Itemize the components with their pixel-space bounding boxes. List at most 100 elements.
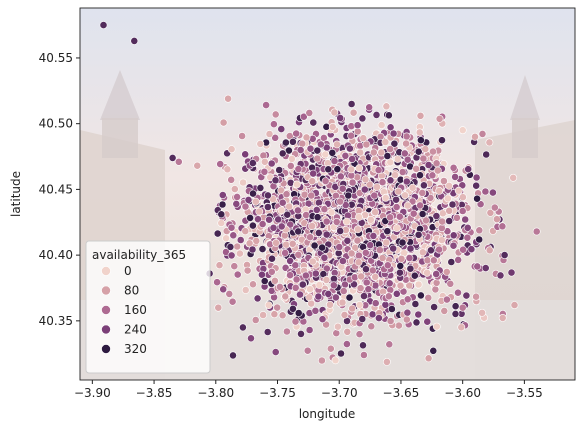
data-point <box>342 340 351 348</box>
data-point <box>348 304 357 313</box>
data-point <box>260 167 269 176</box>
data-point <box>405 281 414 290</box>
data-point <box>277 125 286 134</box>
data-point <box>246 213 254 222</box>
y-axis: 40.35 40.40 40.45 40.50 40.55 <box>39 51 80 328</box>
x-axis: −3.90 −3.85 −3.80 −3.75 −3.70 −3.65 −3.60 −3.55 <box>74 380 543 400</box>
data-point <box>429 147 437 156</box>
data-point <box>353 225 362 234</box>
legend-marker <box>101 305 111 315</box>
data-point <box>394 321 403 330</box>
data-point <box>371 272 380 281</box>
data-point <box>365 103 374 112</box>
data-point <box>227 175 236 184</box>
data-point <box>281 292 290 301</box>
data-point <box>244 195 253 204</box>
data-point <box>454 288 462 297</box>
data-point <box>424 161 433 169</box>
data-point <box>355 300 364 309</box>
data-point <box>337 349 345 358</box>
data-point <box>459 245 467 254</box>
data-point <box>224 94 232 103</box>
data-point <box>418 248 427 257</box>
data-point <box>306 144 315 153</box>
data-point <box>496 271 505 280</box>
data-point <box>324 289 333 298</box>
data-point <box>314 228 323 237</box>
data-point <box>248 245 257 254</box>
data-point <box>264 301 273 309</box>
data-point <box>345 293 354 302</box>
data-point <box>305 293 314 302</box>
data-point <box>485 138 494 147</box>
data-point <box>463 233 472 242</box>
data-point <box>311 306 320 315</box>
data-point <box>318 243 326 252</box>
data-point <box>227 251 236 260</box>
data-point <box>321 177 330 185</box>
data-point <box>283 210 292 219</box>
data-point <box>361 175 370 184</box>
data-point <box>347 165 356 174</box>
data-point <box>449 241 458 250</box>
data-point <box>374 314 383 322</box>
data-point <box>263 203 272 211</box>
data-point <box>282 190 291 199</box>
data-point <box>330 274 338 283</box>
data-point <box>291 261 300 270</box>
data-point <box>262 101 270 109</box>
data-point <box>233 270 242 279</box>
data-point <box>362 140 371 149</box>
data-point <box>359 134 368 143</box>
data-point <box>406 264 415 273</box>
data-point <box>215 261 224 270</box>
data-point <box>382 102 391 111</box>
data-point <box>364 285 373 294</box>
data-point <box>414 230 423 239</box>
data-point <box>223 165 232 174</box>
data-point <box>226 242 235 251</box>
data-point <box>389 129 398 138</box>
data-point <box>306 285 314 294</box>
data-point <box>308 222 316 230</box>
data-point <box>271 133 280 142</box>
data-point <box>315 281 324 289</box>
data-point <box>473 262 482 271</box>
data-point <box>233 242 242 251</box>
x-tick-label: −3.75 <box>259 386 296 400</box>
data-point <box>458 207 467 215</box>
data-point <box>471 132 479 141</box>
legend-box <box>85 240 211 374</box>
y-tick-label: 40.50 <box>39 117 73 131</box>
data-point <box>422 216 430 225</box>
data-point <box>392 224 401 232</box>
data-point <box>243 266 252 275</box>
data-point <box>265 215 273 224</box>
data-point <box>482 150 491 159</box>
data-point <box>263 328 272 336</box>
data-point <box>230 262 239 271</box>
data-point <box>344 191 353 200</box>
data-point <box>347 131 355 140</box>
data-point <box>267 267 276 276</box>
data-point <box>300 190 309 199</box>
data-point <box>258 245 267 253</box>
data-point <box>324 165 333 174</box>
data-point <box>426 246 435 255</box>
legend-label: 320 <box>124 342 147 356</box>
data-point <box>251 197 260 206</box>
data-point <box>449 231 458 240</box>
data-point <box>432 270 441 278</box>
data-point <box>435 245 443 254</box>
data-point <box>332 329 341 338</box>
data-point <box>348 178 357 187</box>
data-point <box>332 217 341 226</box>
data-point <box>369 231 378 240</box>
data-point <box>451 309 460 318</box>
data-point <box>392 289 401 298</box>
data-point <box>500 251 509 259</box>
legend-label: 0 <box>124 264 132 278</box>
data-point <box>229 351 237 360</box>
data-point <box>498 222 507 231</box>
data-point <box>174 157 183 166</box>
